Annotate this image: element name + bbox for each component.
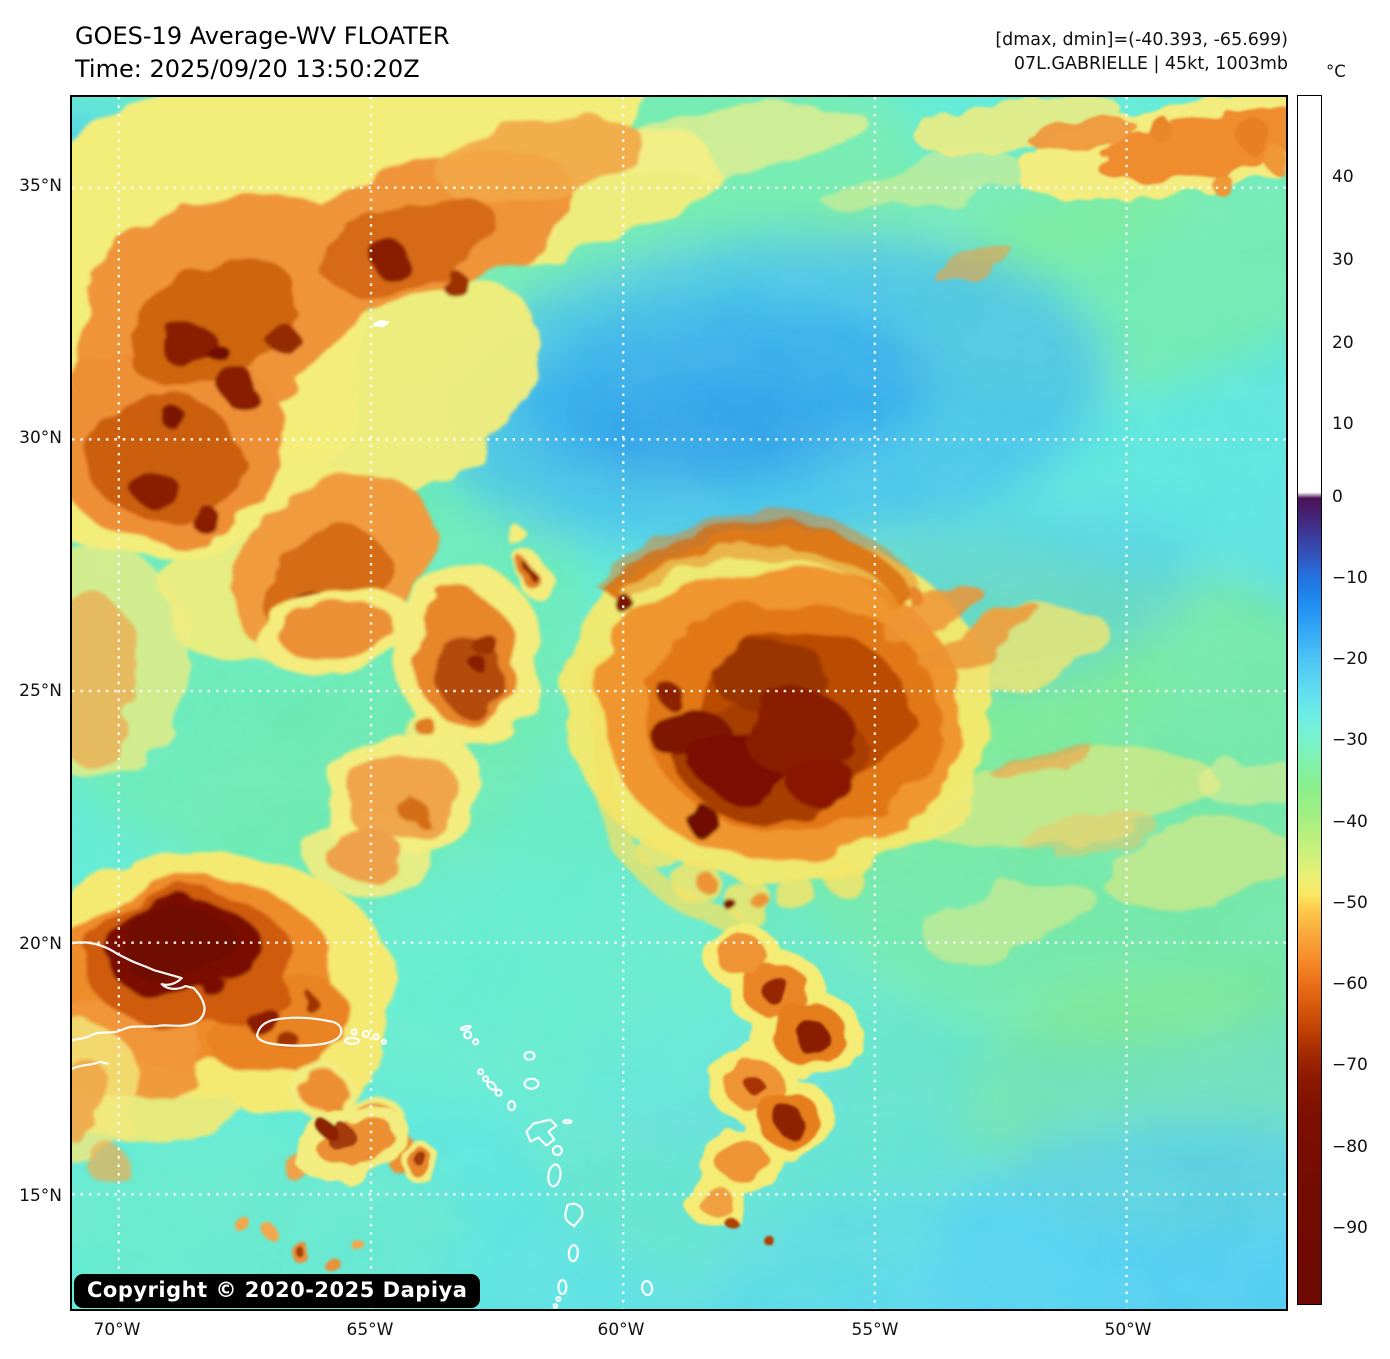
colorbar-tick-label: −90 (1332, 1218, 1368, 1238)
barbuda (523, 1050, 536, 1061)
storm-gabrielle-cloud (563, 513, 1104, 933)
copyright-badge: Copyright © 2020-2025 Dapiya (74, 1274, 481, 1308)
satellite-map: Copyright © 2020-2025 Dapiya (70, 95, 1288, 1311)
colorbar-tick-label: −10 (1332, 568, 1368, 588)
lat-tick-label: 20°N (19, 934, 62, 954)
dmax-dmin-readout: [dmax, dmin]=(-40.393, -65.699) (995, 30, 1288, 50)
storm-status-readout: 07L.GABRIELLE | 45kt, 1003mb (1013, 54, 1288, 74)
lon-tick-label: 70°W (93, 1320, 141, 1340)
lat-tick-label: 25°N (19, 681, 62, 701)
colorbar-tick-label: −40 (1332, 812, 1368, 832)
barahona-peninsula (72, 1060, 109, 1070)
culebra (350, 1028, 358, 1036)
lon-tick-label: 50°W (1104, 1320, 1152, 1340)
vieques (344, 1036, 361, 1045)
marie-galante (551, 1144, 563, 1157)
colorbar-unit-label: °C (1326, 62, 1346, 81)
lat-tick-label: 30°N (19, 428, 62, 448)
dominica (547, 1163, 562, 1188)
bermuda (372, 320, 390, 328)
southeast-convective-chain (684, 926, 863, 1247)
colorbar-tick-label: 20 (1332, 333, 1354, 353)
colorbar-tick-label: −20 (1332, 649, 1368, 669)
colorbar-tick-label: −50 (1332, 893, 1368, 913)
colorbar-tick-label: −80 (1332, 1137, 1368, 1157)
lat-tick-label: 15°N (19, 1186, 62, 1206)
northeast-speckle-band (915, 97, 1286, 282)
figure-title: GOES-19 Average-WV FLOATER (75, 22, 450, 50)
colorbar-tick-label: −70 (1332, 1055, 1368, 1075)
lon-tick-label: 65°W (346, 1320, 394, 1340)
guadeloupe (525, 1118, 558, 1147)
colorbar-tick-label: −30 (1332, 730, 1368, 750)
southwest-convective-complex (72, 854, 421, 1189)
montserrat (506, 1100, 517, 1112)
coastlines (72, 320, 654, 1309)
midleft-cloud-blobs (259, 527, 551, 897)
antigua (523, 1077, 540, 1090)
water-vapor-imagery (72, 97, 1286, 1309)
colorbar-tick-label: 40 (1332, 167, 1354, 187)
temperature-colorbar (1297, 95, 1322, 1305)
hispaniola-coastline (72, 941, 206, 1042)
st-vincent (557, 1278, 568, 1296)
figure-stats: [dmax, dmin]=(-40.393, -65.699) 07L.GABR… (995, 28, 1288, 76)
latlon-gridlines (72, 97, 1286, 1309)
barbados (640, 1280, 654, 1297)
lon-tick-label: 60°W (597, 1320, 645, 1340)
figure-header: GOES-19 Average-WV FLOATER Time: 2025/09… (75, 20, 450, 86)
puerto-rico-coastline (256, 1016, 343, 1047)
colorbar-tick-label: 0 (1332, 487, 1343, 507)
figure-timestamp: Time: 2025/09/20 13:50:20Z (75, 55, 420, 83)
lat-tick-label: 35°N (19, 176, 62, 196)
lon-tick-label: 55°W (851, 1320, 899, 1340)
colorbar-tick-label: 10 (1332, 414, 1354, 434)
martinique (564, 1202, 584, 1228)
northwest-cloud-band (72, 97, 1038, 775)
bottomleft-scattered-cells (231, 1106, 441, 1274)
st-lucia (567, 1244, 579, 1263)
colorbar-tick-label: −60 (1332, 974, 1368, 994)
colorbar-tick-label: 30 (1332, 250, 1354, 270)
